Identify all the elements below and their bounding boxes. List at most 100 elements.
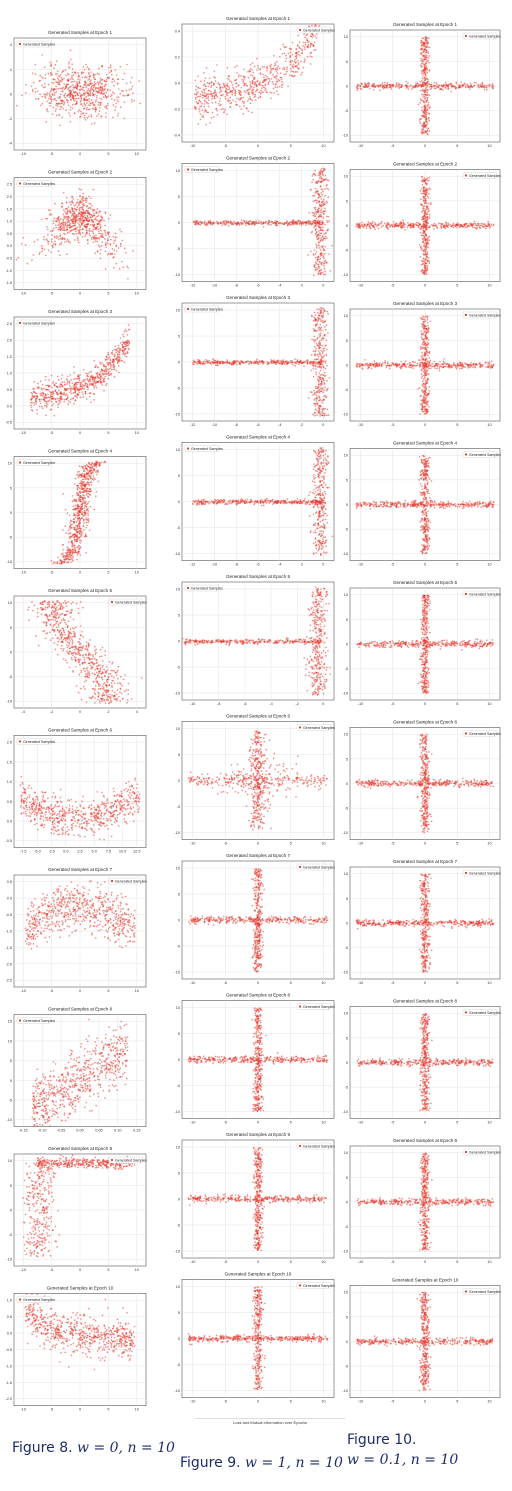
- data-point: [105, 234, 107, 236]
- data-point: [81, 920, 83, 922]
- data-point: [69, 643, 71, 645]
- data-point: [87, 476, 89, 478]
- data-point: [38, 645, 40, 647]
- data-point: [62, 86, 64, 88]
- data-point: [70, 603, 72, 605]
- data-point: [104, 807, 106, 809]
- data-point: [111, 894, 113, 896]
- data-point: [78, 188, 80, 190]
- data-point: [32, 906, 34, 908]
- data-point: [136, 783, 138, 785]
- data-point: [86, 522, 88, 524]
- data-point: [41, 927, 43, 929]
- data-point: [103, 373, 105, 375]
- data-point: [75, 657, 77, 659]
- data-point: [108, 928, 110, 930]
- data-point: [46, 92, 48, 94]
- data-point: [105, 901, 107, 903]
- data-point: [95, 896, 97, 898]
- data-point: [24, 798, 26, 800]
- data-point: [82, 482, 84, 484]
- data-point: [26, 929, 28, 931]
- data-point: [46, 913, 48, 915]
- data-point: [89, 383, 91, 385]
- data-point: [127, 693, 129, 695]
- data-point: [121, 261, 123, 263]
- data-point: [81, 800, 83, 802]
- data-point: [96, 470, 98, 472]
- data-point: [47, 229, 49, 231]
- data-point: [127, 278, 129, 280]
- data-point: [85, 393, 87, 395]
- data-point: [41, 96, 43, 98]
- data-point: [95, 937, 97, 939]
- data-point: [114, 355, 116, 357]
- data-point: [53, 826, 55, 828]
- data-point: [64, 1094, 66, 1096]
- data-point: [96, 668, 98, 670]
- data-point: [90, 816, 92, 818]
- data-point: [52, 908, 54, 910]
- data-point: [82, 380, 84, 382]
- data-point: [79, 510, 81, 512]
- data-point: [117, 78, 119, 80]
- data-point: [107, 104, 109, 106]
- data-point: [98, 900, 100, 902]
- data-point: [54, 99, 56, 101]
- data-point: [71, 553, 73, 555]
- data-point: [29, 812, 31, 814]
- data-point: [103, 91, 105, 93]
- data-point: [100, 804, 102, 806]
- data-point: [56, 889, 58, 891]
- data-point: [76, 559, 78, 561]
- data-point: [78, 692, 80, 694]
- data-point: [48, 924, 50, 926]
- data-point: [82, 113, 84, 115]
- data-point: [80, 211, 82, 213]
- data-point: [68, 636, 70, 638]
- data-point: [63, 559, 65, 561]
- data-point: [113, 256, 115, 258]
- data-point: [62, 1099, 64, 1101]
- data-point: [105, 250, 107, 252]
- data-point: [58, 390, 60, 392]
- data-point: [75, 508, 77, 510]
- data-point: [123, 361, 125, 363]
- y-tick-label: -5: [9, 675, 12, 679]
- legend-marker: [19, 461, 21, 463]
- data-point: [84, 659, 86, 661]
- data-point: [101, 79, 103, 81]
- data-point: [67, 914, 69, 916]
- data-point: [88, 233, 90, 235]
- data-point: [81, 76, 83, 78]
- y-tick-label: 1.0: [7, 220, 12, 224]
- data-point: [69, 401, 71, 403]
- data-point: [78, 530, 80, 532]
- data-point: [72, 534, 74, 536]
- data-point: [93, 807, 95, 809]
- data-point: [116, 694, 118, 696]
- data-point: [59, 816, 61, 818]
- data-point: [99, 913, 101, 915]
- legend-marker: [111, 601, 113, 603]
- data-point: [39, 401, 41, 403]
- data-point: [78, 834, 80, 836]
- data-point: [118, 113, 120, 115]
- data-point: [114, 99, 116, 101]
- data-point: [88, 115, 90, 117]
- data-point: [93, 81, 95, 83]
- data-point: [59, 936, 61, 938]
- data-point: [100, 673, 102, 675]
- data-point: [90, 916, 92, 918]
- data-point: [45, 94, 47, 96]
- data-point: [99, 246, 101, 248]
- y-tick-label: 1.0: [7, 371, 12, 375]
- data-point: [71, 550, 73, 552]
- data-point: [84, 920, 86, 922]
- data-point: [83, 478, 85, 480]
- data-point: [76, 206, 78, 208]
- data-point: [43, 930, 45, 932]
- data-point: [118, 365, 120, 367]
- data-point: [70, 59, 72, 61]
- data-point: [64, 217, 66, 219]
